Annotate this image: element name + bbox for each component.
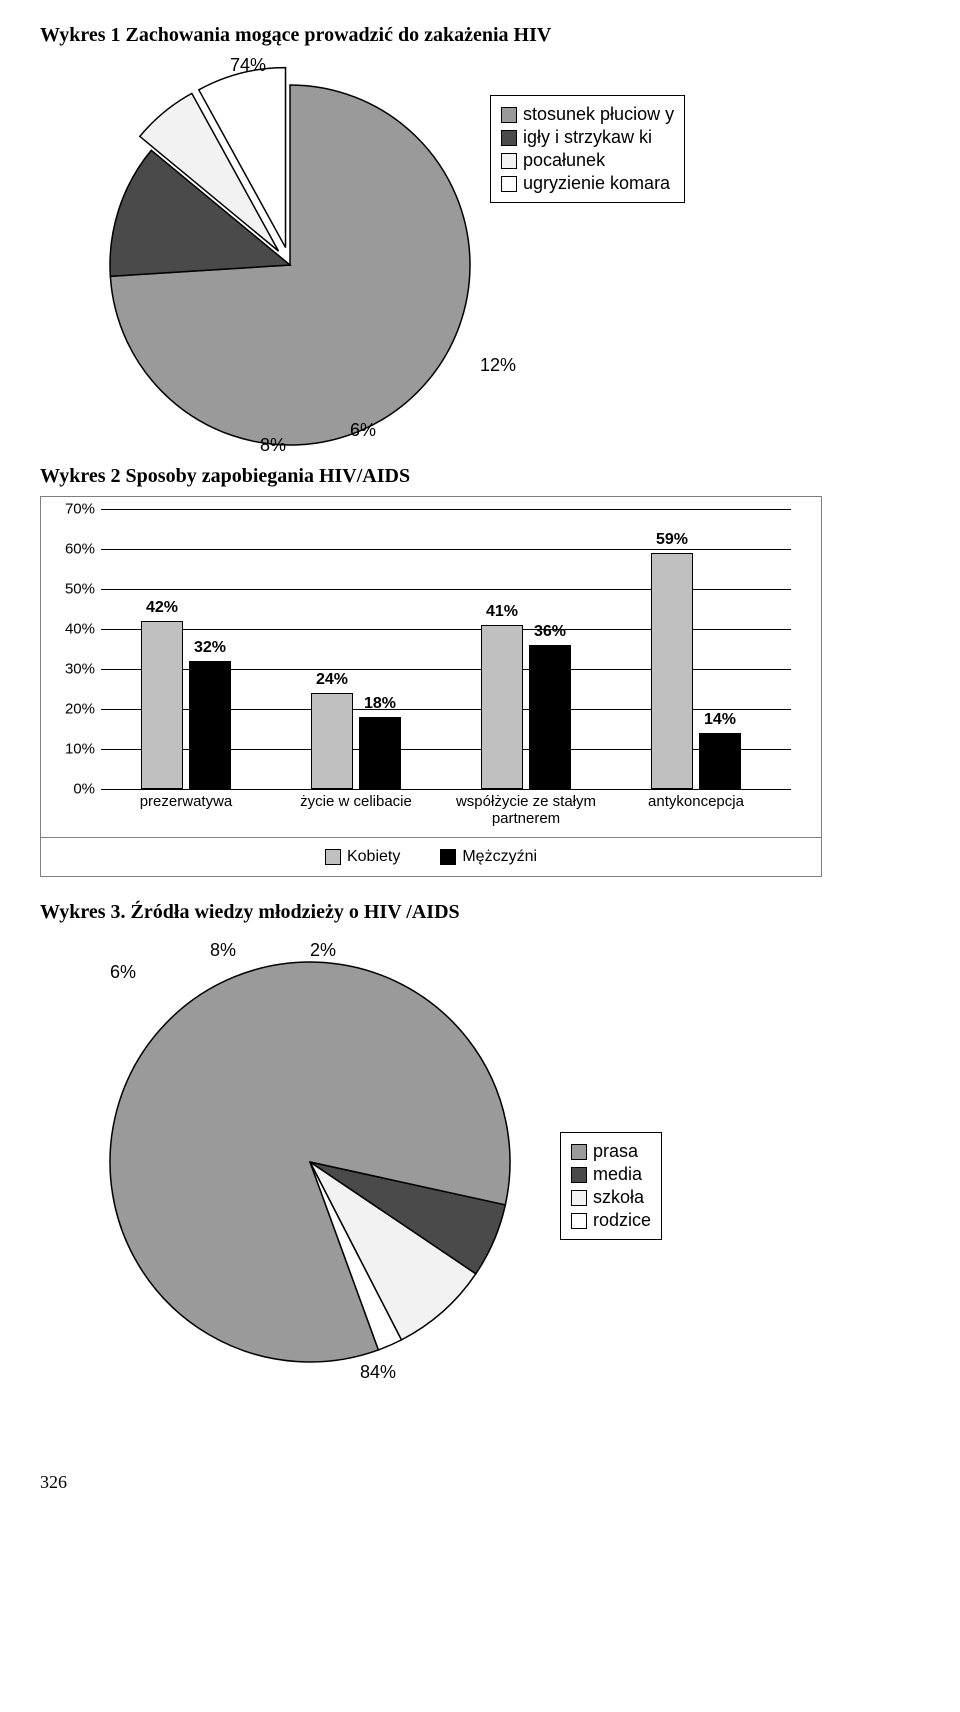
- y-tick-label: 0%: [53, 781, 95, 798]
- page-number: 326: [40, 1472, 920, 1493]
- chart2-plot: 0%10%20%30%40%50%60%70%42%32%24%18%41%36…: [101, 509, 791, 789]
- legend-item: prasa: [571, 1141, 651, 1162]
- legend-swatch: [501, 176, 517, 192]
- bar-value-label: 42%: [132, 599, 192, 617]
- legend-item: ugryzienie komara: [501, 173, 674, 194]
- bar-value-label: 59%: [642, 531, 702, 549]
- pie-value-label: 12%: [480, 355, 516, 376]
- legend-label: media: [593, 1164, 642, 1185]
- legend-swatch: [440, 849, 456, 865]
- bar-mezczyzni: [189, 661, 231, 789]
- chart2-title: Wykres 2 Sposoby zapobiegania HIV/AIDS: [40, 465, 920, 488]
- bar-mezczyzni: [699, 733, 741, 789]
- y-tick-label: 30%: [53, 661, 95, 678]
- legend-label: ugryzienie komara: [523, 173, 670, 194]
- legend-swatch: [571, 1144, 587, 1160]
- legend-label: Kobiety: [347, 848, 400, 866]
- pie-svg: [90, 65, 490, 465]
- chart2-legend: Kobiety Mężczyźni: [41, 837, 821, 876]
- bar-mezczyzni: [359, 717, 401, 789]
- pie-value-label: 8%: [210, 940, 236, 961]
- pie-legend: stosunek płuciow yigły i strzykaw kipoca…: [490, 95, 685, 203]
- legend-swatch: [571, 1213, 587, 1229]
- y-tick-label: 60%: [53, 541, 95, 558]
- bar-value-label: 32%: [180, 639, 240, 657]
- chart1-pie: 74% 12% 6% 8% stosunek płuciow yigły i strzy…: [40, 55, 740, 455]
- chart2-container: 0% 10% 20% 30% 40% 50% 60% 70% 42% 32% 24% 18% 41% 36…: [40, 496, 822, 877]
- chart3-pie: 84% 6% 8% 2% prasamediaszkołarodzice: [40, 932, 740, 1392]
- legend-swatch: [501, 130, 517, 146]
- pie-value-label: 6%: [350, 420, 376, 441]
- category-label: współżycie ze stałym partnerem: [441, 793, 611, 827]
- bar-value-label: 18%: [350, 695, 410, 713]
- legend-swatch: [571, 1190, 587, 1206]
- y-tick-label: 20%: [53, 701, 95, 718]
- chart3-title: Wykres 3. Źródła wiedzy młodzieży o HIV …: [40, 901, 920, 924]
- legend-swatch: [501, 153, 517, 169]
- category-label: antykoncepcja: [611, 793, 781, 827]
- gridline: [101, 509, 791, 510]
- legend-item: Mężczyźni: [440, 848, 537, 866]
- chart1-title: Wykres 1 Zachowania mogące prowadzić do …: [40, 24, 920, 47]
- pie-value-label: 84%: [360, 1362, 396, 1383]
- chart2-category-labels: prezerwatyważycie w celibaciewspółżycie …: [101, 793, 791, 827]
- y-tick-label: 40%: [53, 621, 95, 638]
- legend-swatch: [501, 107, 517, 123]
- y-tick-label: 50%: [53, 581, 95, 598]
- bar-kobiety: [311, 693, 353, 789]
- gridline: [101, 549, 791, 550]
- legend-label: igły i strzykaw ki: [523, 127, 652, 148]
- legend-item: Kobiety: [325, 848, 400, 866]
- bar-value-label: 36%: [520, 623, 580, 641]
- legend-item: stosunek płuciow y: [501, 104, 674, 125]
- category-label: życie w celibacie: [271, 793, 441, 827]
- legend-item: igły i strzykaw ki: [501, 127, 674, 148]
- legend-label: stosunek płuciow y: [523, 104, 674, 125]
- legend-label: prasa: [593, 1141, 638, 1162]
- bar-kobiety: [651, 553, 693, 789]
- legend-label: pocałunek: [523, 150, 605, 171]
- pie-value-label: 2%: [310, 940, 336, 961]
- legend-item: szkoła: [571, 1187, 651, 1208]
- legend-swatch: [571, 1167, 587, 1183]
- legend-item: rodzice: [571, 1210, 651, 1231]
- pie-svg: [90, 942, 530, 1382]
- legend-item: pocałunek: [501, 150, 674, 171]
- category-label: prezerwatywa: [101, 793, 271, 827]
- pie-value-label: 74%: [230, 55, 266, 76]
- bar-value-label: 41%: [472, 603, 532, 621]
- legend-label: rodzice: [593, 1210, 651, 1231]
- gridline: [101, 789, 791, 790]
- pie-value-label: 6%: [110, 962, 136, 983]
- pie-legend: prasamediaszkołarodzice: [560, 1132, 662, 1240]
- bar-mezczyzni: [529, 645, 571, 789]
- bar-value-label: 24%: [302, 671, 362, 689]
- legend-label: szkoła: [593, 1187, 644, 1208]
- legend-swatch: [325, 849, 341, 865]
- pie-value-label: 8%: [260, 435, 286, 456]
- legend-item: media: [571, 1164, 651, 1185]
- y-tick-label: 70%: [53, 501, 95, 518]
- bar-kobiety: [141, 621, 183, 789]
- legend-label: Mężczyźni: [462, 848, 537, 866]
- y-tick-label: 10%: [53, 741, 95, 758]
- bar-kobiety: [481, 625, 523, 789]
- bar-value-label: 14%: [690, 711, 750, 729]
